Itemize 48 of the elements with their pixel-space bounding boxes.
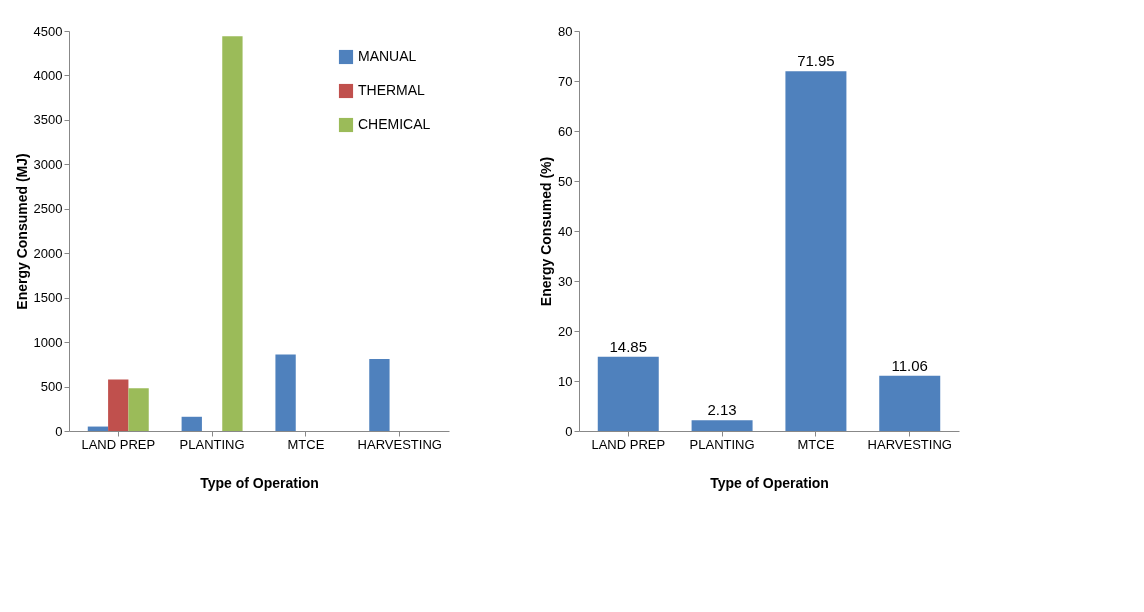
y-tick-label: 2500 [33,201,63,217]
bar [275,354,296,431]
legend-label: CHEMICAL [358,116,431,132]
y-tick-label: 40 [558,223,573,239]
x-tick-label: MTCE [797,436,835,452]
bar [108,379,129,431]
y-tick-label: 20 [558,323,573,339]
data-label: 11.06 [891,356,928,374]
bar [691,420,753,431]
y-tick-label: 10 [558,373,573,389]
x-tick-label: MTCE [287,436,325,452]
y-tick-label: 60 [558,123,573,139]
x-tick-label: LAND PREP [591,436,666,452]
x-tick-label: LAND PREP [81,436,156,452]
x-axis-title: Type of Operation [710,474,829,491]
x-tick-label: HARVESTING [357,436,442,452]
y-tick-label: 0 [565,423,573,439]
y-tick-label: 4000 [33,67,63,83]
y-tick-label: 0 [55,423,63,439]
y-tick-label: 3000 [33,156,63,172]
y-tick-label: 1000 [33,334,63,350]
y-axis-title: Energy Consumed (%) [538,156,555,307]
legend-label: MANUAL [358,48,417,64]
y-tick-label: 50 [558,173,573,189]
bar [785,71,847,431]
y-tick-label: 30 [558,273,573,289]
x-axis-title: Type of Operation [200,474,319,491]
y-tick-label: 2000 [33,245,63,261]
y-tick-label: 4500 [33,23,63,39]
y-axis-title: Energy Consumed (MJ) [13,153,30,310]
y-tick-label: 70 [558,73,573,89]
x-tick-label: HARVESTING [867,436,952,452]
bar [128,388,149,431]
x-tick-label: PLANTING [689,436,755,452]
bar [597,356,659,431]
data-label: 71.95 [797,52,835,70]
data-label: 2.13 [707,401,737,419]
bar [222,36,243,431]
y-tick-label: 500 [40,379,63,395]
x-tick-label: PLANTING [179,436,245,452]
legend-label: THERMAL [358,82,426,98]
bar [369,359,390,431]
y-tick-label: 1500 [33,290,63,306]
bar [181,416,202,431]
y-tick-label: 80 [558,23,573,39]
bar [879,375,941,431]
y-tick-label: 3500 [33,112,63,128]
data-label: 14.85 [609,337,648,355]
